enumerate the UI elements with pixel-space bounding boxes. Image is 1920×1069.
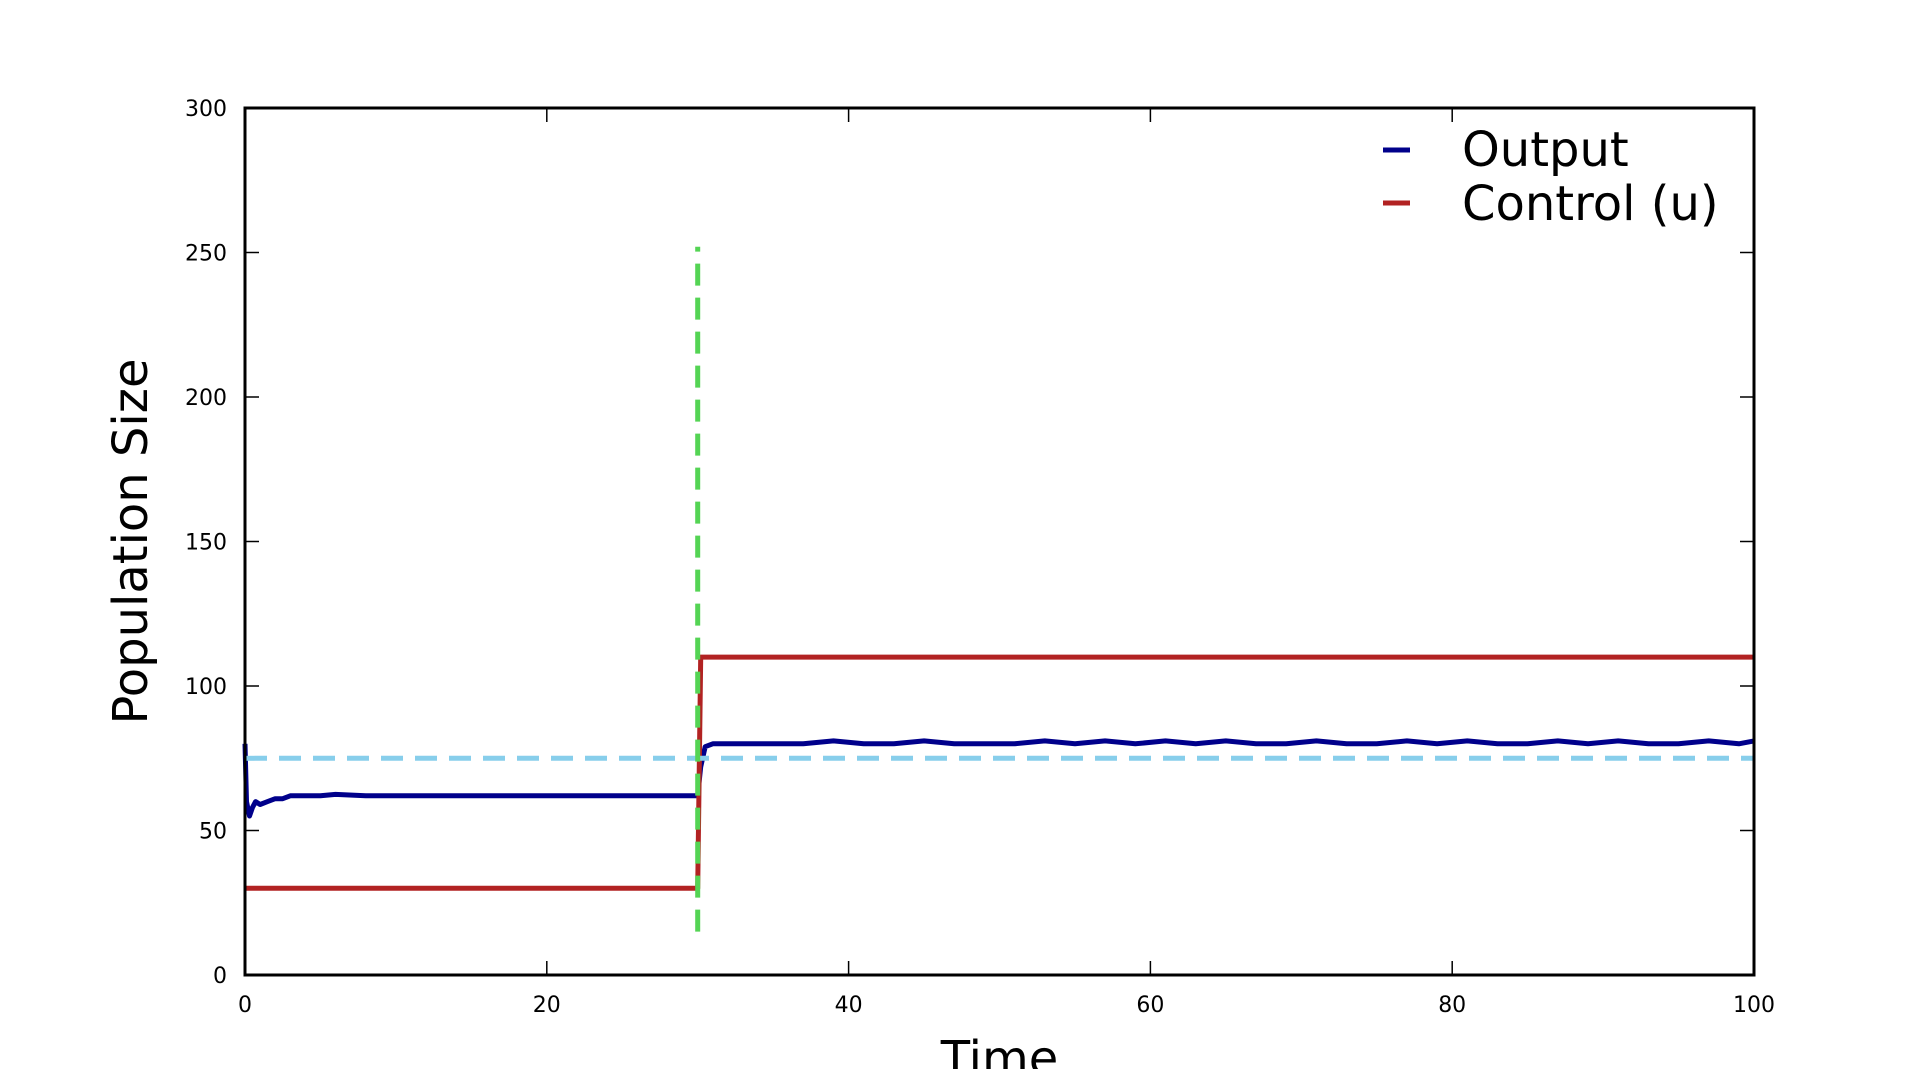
y-tick-label: 0: [213, 964, 227, 989]
x-tick-label: 20: [533, 993, 561, 1018]
x-tick-label: 0: [238, 993, 252, 1018]
y-tick-label: 200: [185, 386, 227, 411]
x-tick-label: 100: [1733, 993, 1775, 1018]
series-control-line: [245, 654, 1754, 891]
x-axis-title: Time: [940, 1031, 1058, 1069]
legend-label-control: Control (u): [1462, 176, 1719, 232]
x-tick-label: 40: [835, 993, 863, 1018]
y-tick-label: 150: [185, 531, 227, 556]
y-tick-label: 250: [185, 242, 227, 267]
tick-layer: 0 20 40 60 80 100 0 50 100 150 200 250 300: [185, 97, 1775, 1018]
x-tick-label: 80: [1438, 993, 1466, 1018]
y-tick-label: 50: [199, 820, 227, 845]
y-axis-title: Population Size: [103, 359, 159, 725]
series-output-line: [242, 738, 1755, 819]
legend: Output Control (u): [1383, 122, 1719, 232]
x-tick-label: 60: [1136, 993, 1164, 1018]
y-tick-label: 300: [185, 97, 227, 122]
legend-label-output: Output: [1462, 122, 1629, 178]
y-tick-label: 100: [185, 675, 227, 700]
